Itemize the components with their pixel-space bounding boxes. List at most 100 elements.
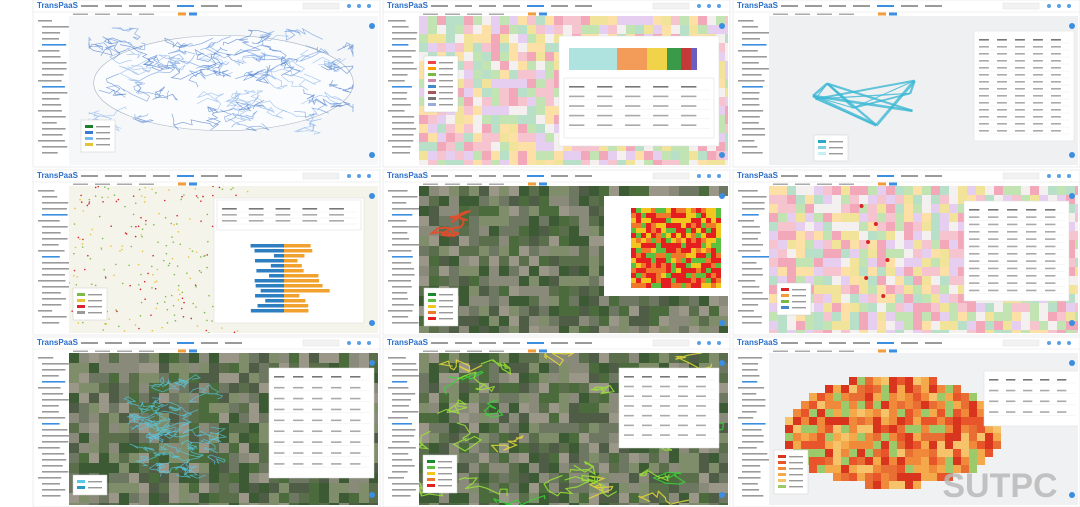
- sidebar-item[interactable]: [42, 244, 59, 246]
- sidebar-item[interactable]: [738, 140, 755, 142]
- nav-tab[interactable]: [503, 342, 520, 344]
- sidebar-item[interactable]: [42, 411, 59, 413]
- nav-tab[interactable]: [201, 5, 218, 7]
- sidebar-item[interactable]: [42, 495, 61, 497]
- search-box[interactable]: [1002, 172, 1040, 180]
- sidebar-item[interactable]: [42, 429, 68, 431]
- sub-tab[interactable]: [817, 350, 832, 353]
- sidebar-item[interactable]: [742, 256, 770, 258]
- nav-tab[interactable]: [201, 342, 218, 344]
- sidebar-item[interactable]: [742, 38, 761, 40]
- sidebar-item[interactable]: [388, 310, 413, 312]
- sidebar-item[interactable]: [742, 363, 759, 365]
- sidebar-item[interactable]: [742, 128, 765, 130]
- sidebar-item[interactable]: [738, 280, 756, 282]
- action-button[interactable]: [878, 349, 886, 353]
- nav-tab[interactable]: [431, 342, 448, 344]
- sidebar-item[interactable]: [42, 316, 67, 318]
- map-control[interactable]: [369, 492, 375, 498]
- sidebar-item[interactable]: [38, 190, 55, 192]
- sidebar-item[interactable]: [42, 56, 61, 58]
- action-button[interactable]: [528, 182, 536, 186]
- map-control[interactable]: [1069, 492, 1075, 498]
- nav-tab[interactable]: [853, 342, 870, 344]
- sidebar-item[interactable]: [392, 152, 410, 154]
- sidebar-item[interactable]: [388, 20, 406, 22]
- sidebar-item[interactable]: [42, 134, 63, 136]
- sub-tab[interactable]: [467, 350, 482, 353]
- sidebar-item[interactable]: [742, 62, 759, 64]
- sidebar-item[interactable]: [742, 116, 760, 118]
- sidebar-item[interactable]: [738, 417, 754, 419]
- header-icon[interactable]: [1057, 341, 1061, 345]
- search-box[interactable]: [652, 2, 690, 10]
- sub-tab[interactable]: [445, 350, 460, 353]
- sidebar-item[interactable]: [742, 226, 760, 228]
- sidebar-item[interactable]: [42, 304, 62, 306]
- action-button[interactable]: [889, 349, 897, 353]
- header-icon[interactable]: [717, 341, 721, 345]
- sidebar-item[interactable]: [38, 50, 60, 52]
- sidebar-item[interactable]: [738, 190, 758, 192]
- nav-tab[interactable]: [853, 5, 870, 7]
- sidebar-item[interactable]: [742, 98, 759, 100]
- sidebar-item[interactable]: [392, 268, 415, 270]
- map-control[interactable]: [719, 360, 725, 366]
- action-button[interactable]: [528, 349, 536, 353]
- sidebar-item[interactable]: [38, 20, 53, 22]
- sub-tab[interactable]: [139, 350, 154, 353]
- sidebar-item[interactable]: [42, 104, 62, 106]
- map-control[interactable]: [719, 152, 725, 158]
- sidebar-item[interactable]: [42, 238, 68, 240]
- sidebar-item[interactable]: [392, 214, 413, 216]
- sub-tab[interactable]: [73, 183, 88, 186]
- header-icon[interactable]: [347, 4, 351, 8]
- sidebar-item[interactable]: [392, 202, 407, 204]
- nav-tab[interactable]: [153, 175, 170, 177]
- sidebar-item[interactable]: [42, 286, 70, 288]
- sub-tab[interactable]: [795, 13, 810, 16]
- nav-tab[interactable]: [129, 5, 146, 7]
- sidebar-item[interactable]: [38, 387, 61, 389]
- nav-tab[interactable]: [781, 175, 798, 177]
- sidebar-item[interactable]: [392, 226, 419, 228]
- sidebar-item[interactable]: [392, 274, 415, 276]
- nav-tab[interactable]: [455, 5, 472, 7]
- sidebar-item[interactable]: [42, 208, 67, 210]
- sidebar-item[interactable]: [42, 74, 64, 76]
- sidebar-item[interactable]: [392, 435, 415, 437]
- action-button[interactable]: [189, 349, 197, 353]
- sidebar-item[interactable]: [42, 465, 63, 467]
- sidebar-item[interactable]: [742, 435, 764, 437]
- sub-tab[interactable]: [445, 183, 460, 186]
- sub-tab[interactable]: [117, 13, 132, 16]
- nav-tab[interactable]: [153, 342, 170, 344]
- sidebar-item[interactable]: [392, 68, 417, 70]
- nav-tab[interactable]: [551, 5, 568, 7]
- sidebar-item[interactable]: [38, 140, 65, 142]
- sidebar-item[interactable]: [392, 92, 408, 94]
- sidebar-item[interactable]: [392, 453, 409, 455]
- nav-tab[interactable]: [105, 5, 122, 7]
- sidebar-item[interactable]: [738, 110, 764, 112]
- sidebar-item[interactable]: [738, 447, 757, 449]
- header-icon[interactable]: [697, 4, 701, 8]
- sub-tab[interactable]: [117, 183, 132, 186]
- header-icon[interactable]: [707, 174, 711, 178]
- nav-tab[interactable]: [575, 342, 592, 344]
- sidebar-item[interactable]: [392, 56, 412, 58]
- sidebar-item[interactable]: [738, 20, 754, 22]
- sidebar-item[interactable]: [392, 369, 418, 371]
- sidebar-item[interactable]: [42, 256, 60, 258]
- sidebar-item[interactable]: [742, 483, 758, 485]
- action-button[interactable]: [539, 12, 547, 16]
- sub-tab[interactable]: [839, 13, 854, 16]
- sidebar-item[interactable]: [742, 495, 764, 497]
- sidebar-item[interactable]: [742, 459, 770, 461]
- sub-tab[interactable]: [817, 183, 832, 186]
- sidebar-item[interactable]: [38, 310, 53, 312]
- sidebar-item[interactable]: [742, 146, 758, 148]
- sidebar-item[interactable]: [392, 292, 408, 294]
- sidebar-item[interactable]: [38, 110, 62, 112]
- action-button[interactable]: [539, 349, 547, 353]
